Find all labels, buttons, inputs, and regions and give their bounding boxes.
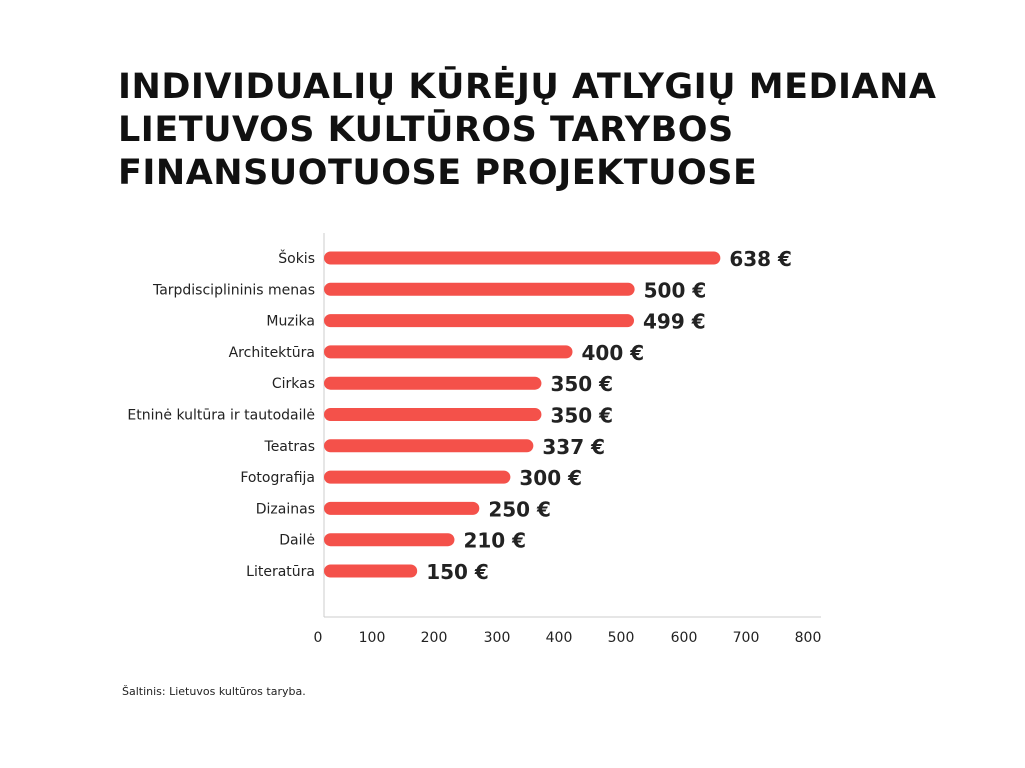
bar <box>324 314 635 328</box>
bar <box>324 282 635 296</box>
value-label: 350 € <box>550 404 613 428</box>
chart-title-line-1: INDIVIDUALIŲ KŪRĖJŲ ATLYGIŲ MEDIANA <box>118 67 937 107</box>
chart-title: INDIVIDUALIŲ KŪRĖJŲ ATLYGIŲ MEDIANA LIET… <box>118 66 998 195</box>
bar <box>324 345 573 359</box>
category-label: Fotografija <box>240 470 315 486</box>
value-label: 210 € <box>463 529 526 553</box>
bar <box>324 251 721 265</box>
category-label: Etninė kultūra ir tautodailė <box>127 408 315 424</box>
chart-title-line-2: LIETUVOS KULTŪROS TARYBOS <box>118 110 734 150</box>
category-label: Tarpdisciplininis menas <box>152 282 315 298</box>
value-label: 300 € <box>519 466 582 490</box>
value-label: 150 € <box>426 560 489 584</box>
bar <box>324 501 480 515</box>
x-tick-label: 400 <box>546 630 573 646</box>
bars-group: Šokis 638 € Tarpdisciplininis menas 500 € Mu… <box>127 247 792 584</box>
bar <box>324 533 455 547</box>
x-tick-label: 100 <box>359 630 386 646</box>
value-label: 350 € <box>550 372 613 396</box>
category-label: Architektūra <box>229 345 315 361</box>
value-label: 499 € <box>643 310 706 334</box>
x-axis-ticks: 0 100 200 300 400 500 600 700 800 <box>314 630 822 646</box>
category-label: Cirkas <box>272 376 315 392</box>
category-label: Literatūra <box>246 564 315 580</box>
x-tick-label: 800 <box>795 630 822 646</box>
value-label: 400 € <box>582 341 645 365</box>
x-tick-label: 200 <box>421 630 448 646</box>
x-tick-label: 500 <box>608 630 635 646</box>
value-label: 250 € <box>488 497 551 521</box>
x-tick-label: 600 <box>671 630 698 646</box>
value-label: 638 € <box>729 247 792 271</box>
x-tick-label: 300 <box>484 630 511 646</box>
category-label: Teatras <box>264 439 315 455</box>
category-label: Muzika <box>266 314 315 330</box>
value-label: 337 € <box>542 435 605 459</box>
category-label: Dizainas <box>256 501 315 517</box>
bar <box>324 376 542 390</box>
value-label: 500 € <box>644 278 707 302</box>
category-label: Šokis <box>278 249 315 267</box>
bar <box>324 439 534 453</box>
chart-title-line-3: FINANSUOTUOSE PROJEKTUOSE <box>118 153 758 193</box>
category-label: Dailė <box>279 533 315 549</box>
x-tick-label: 0 <box>314 630 323 646</box>
bar <box>324 408 542 421</box>
x-tick-label: 700 <box>733 630 760 646</box>
source-note: Šaltinis: Lietuvos kultūros taryba. <box>122 685 306 698</box>
bar <box>324 470 511 484</box>
bar <box>324 564 418 578</box>
